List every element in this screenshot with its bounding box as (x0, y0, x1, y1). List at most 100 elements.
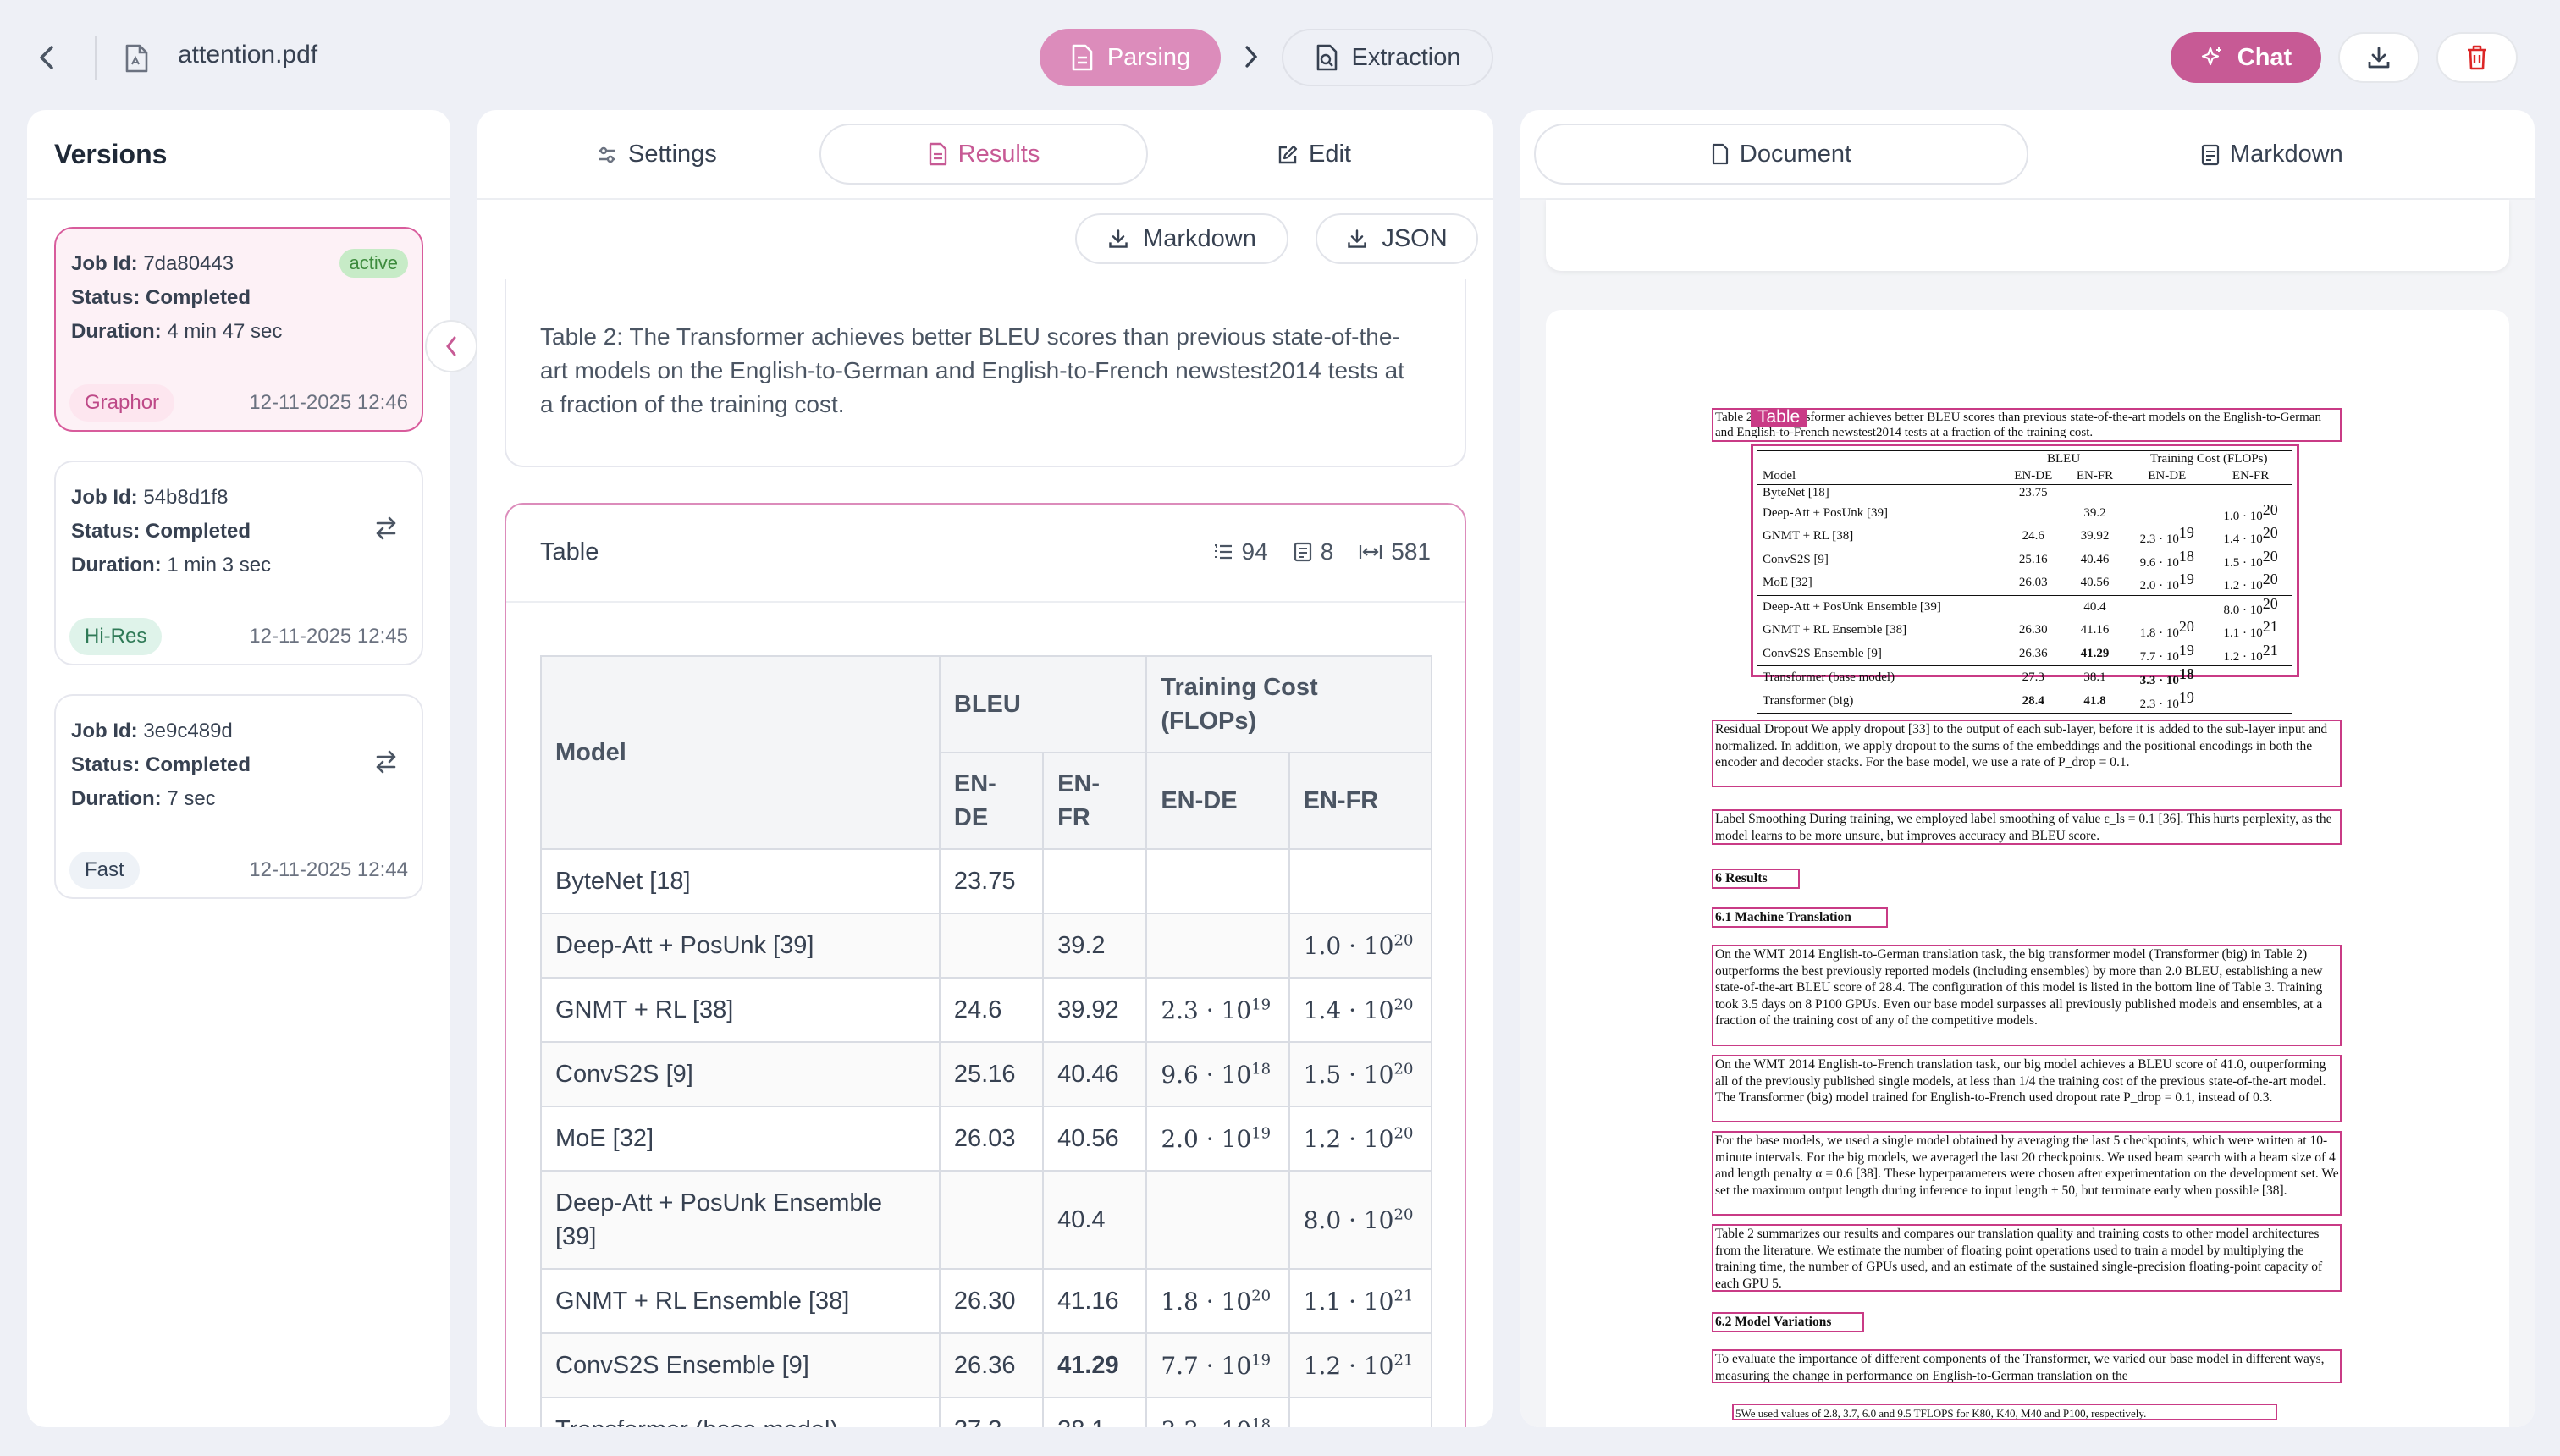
duration-label: Duration: (71, 787, 162, 810)
bleu-en-de-cell: 26.36 (938, 1332, 1045, 1398)
back-icon[interactable] (30, 41, 64, 74)
bleu-en-fr-cell: 39.92 (1042, 977, 1148, 1043)
doc-table-cell (2125, 502, 2209, 526)
paragraph-box (1712, 720, 2342, 787)
duration-label: Duration: (71, 554, 162, 576)
document-viewer[interactable]: Table 2: The Transformer achieves better… (1520, 200, 2535, 1427)
document-icon (929, 142, 946, 166)
paragraph-box (1712, 1224, 2342, 1292)
table-row: ConvS2S Ensemble [9] 26.36 41.29 7.7 · 1019… (540, 1332, 1433, 1398)
tab-settings[interactable]: Settings (596, 141, 717, 168)
job-date: 12-11-2025 12:45 (249, 625, 408, 648)
status-label: Status: (71, 286, 141, 309)
job-date: 12-11-2025 12:46 (249, 391, 408, 414)
doc-table-cell: 23.75 (2018, 486, 2048, 499)
version-card[interactable]: Job Id: 3e9c489d Status: Completed Durat… (54, 694, 423, 899)
bleu-en-fr-cell (1042, 848, 1148, 914)
swap-icon[interactable] (372, 515, 400, 542)
doc-paragraph: For the base models, we used a single mo… (1715, 1133, 2339, 1198)
delete-button[interactable] (2436, 32, 2518, 83)
download-json-label: JSON (1382, 224, 1448, 252)
tab-results[interactable]: Results (819, 124, 1148, 185)
caption-box (1712, 408, 2342, 442)
doc-table-cell: 7.7 · 1019 (2139, 641, 2194, 664)
cost-en-fr-cell: 1.5 · 1020 (1288, 1041, 1433, 1107)
chat-button[interactable]: Chat (2171, 32, 2321, 83)
collapse-panel-button[interactable] (425, 320, 477, 372)
header-cost-en-fr: EN-FR (1288, 752, 1433, 850)
results-panel: Settings Results Edit Markdown JSON Tabl… (477, 110, 1493, 1427)
table-row: ByteNet [18] 23.75 (540, 848, 1433, 914)
doc-table-cell: 26.03 (2018, 576, 2048, 589)
version-card-active[interactable]: Job Id: 7da80443 Status: Completed Durat… (54, 227, 423, 432)
doc-table-cell: 1.1 · 1021 (2223, 618, 2278, 640)
caption-block[interactable]: Table 2: The Transformer achieves better… (505, 279, 1466, 467)
page-count-value: 8 (1320, 538, 1334, 565)
bleu-en-fr-cell: 39.2 (1042, 913, 1148, 979)
model-cell: Transformer (base model) (540, 1397, 941, 1427)
doc-table-cell: Deep-Att + PosUnk [39] (1763, 505, 1889, 520)
doc-table-cell: 27.3 (2001, 665, 2065, 690)
doc-footnote: 5We used values of 2.8, 3.7, 6.0 and 9.5… (1735, 1407, 2147, 1420)
doc-table-cell (2001, 594, 2065, 619)
doc-table-cell: 40.4 (2064, 594, 2126, 619)
step-parsing-button[interactable]: Parsing (1040, 29, 1221, 86)
cost-en-de-cell: 2.3 · 1019 (1145, 977, 1290, 1043)
job-id-value: 7da80443 (143, 252, 234, 275)
model-cell: ConvS2S [9] (540, 1041, 941, 1107)
divider (477, 198, 1493, 200)
header-cost: Training Cost (FLOPs) (1145, 655, 1432, 753)
paragraph-box (1712, 1349, 2342, 1383)
model-cell: Deep-Att + PosUnk [39] (540, 913, 941, 979)
cost-en-fr-cell: 1.1 · 1021 (1288, 1268, 1433, 1334)
doc-table-row: Deep-Att + PosUnk Ensemble [39] 40.4 8.0 ·… (1757, 594, 2292, 619)
table-block[interactable]: Table 94 8 581 Model BLEU Training Cost (505, 503, 1466, 1427)
doc-table-cell (2209, 689, 2292, 714)
cost-en-fr-cell: 8.0 · 1020 (1288, 1170, 1433, 1270)
swap-icon[interactable] (372, 748, 400, 775)
mode-badge: Hi-Res (69, 618, 163, 655)
doc-table-cell: 8.0 · 1020 (2209, 594, 2292, 619)
bleu-en-de-cell: 25.16 (938, 1041, 1045, 1107)
doc-table-cell: EN-FR (2064, 467, 2126, 485)
step-extraction-button[interactable]: Extraction (1282, 29, 1493, 86)
page-icon (1712, 143, 1729, 165)
subheading-box (1712, 1312, 1864, 1332)
download-button[interactable] (2338, 32, 2419, 83)
block-type-label: Table (540, 538, 599, 565)
table-row: Deep-Att + PosUnk [39] 39.2 1.0 · 1020 (540, 913, 1433, 979)
divider (506, 601, 1465, 603)
table-row: GNMT + RL [38] 24.6 39.92 2.3 · 1019 1.4 · 1… (540, 977, 1433, 1043)
tab-markdown[interactable]: Markdown (2201, 141, 2343, 168)
download-json-button[interactable]: JSON (1316, 213, 1478, 264)
doc-caption: Table 2: The Transformer achieves better… (1715, 411, 2321, 439)
doc-paragraph: Residual Dropout We apply dropout [33] t… (1715, 722, 2328, 769)
width-icon (1360, 545, 1382, 559)
doc-table-cell: 1.0 · 1020 (2223, 500, 2278, 523)
cost-en-de-cell: 1.8 · 1020 (1145, 1268, 1290, 1334)
doc-table-cell (1757, 450, 2002, 468)
doc-table-cell: 26.30 (2018, 623, 2048, 637)
doc-table-cell: Deep-Att + PosUnk Ensemble [39] (1757, 594, 2002, 619)
doc-paragraph: On the WMT 2014 English-to-French transl… (1715, 1057, 2326, 1105)
version-card[interactable]: Job Id: 54b8d1f8 Status: Completed Durat… (54, 461, 423, 665)
tab-document[interactable]: Document (1534, 124, 2028, 185)
document-panel: Document Markdown Table 2: The Transform… (1520, 110, 2535, 1427)
job-date: 12-11-2025 12:44 (249, 858, 408, 881)
bleu-en-fr-cell: 41.16 (1042, 1268, 1148, 1334)
tab-edit[interactable]: Edit (1277, 141, 1351, 168)
doc-table-cell: 40.46 (2080, 552, 2110, 566)
step-parsing-label: Parsing (1106, 43, 1191, 71)
results-table: Model BLEU Training Cost (FLOPs) EN-DE E… (540, 655, 1433, 1427)
table-tag: Table (1751, 408, 1807, 427)
tab-markdown-label: Markdown (2230, 141, 2343, 168)
doc-table-row: ByteNet [18] 23.75 (1757, 485, 2292, 502)
list-icon (1214, 544, 1232, 560)
job-id-label: Job Id: (71, 720, 138, 742)
job-id-label: Job Id: (71, 486, 138, 509)
doc-table-row: BLEU Training Cost (FLOPs) (1757, 450, 2292, 468)
bleu-en-de-cell: 27.3 (938, 1397, 1045, 1427)
table-row: MoE [32] 26.03 40.56 2.0 · 1019 1.2 · 1020 (540, 1106, 1433, 1172)
download-markdown-button[interactable]: Markdown (1075, 213, 1288, 264)
divider (27, 198, 450, 200)
